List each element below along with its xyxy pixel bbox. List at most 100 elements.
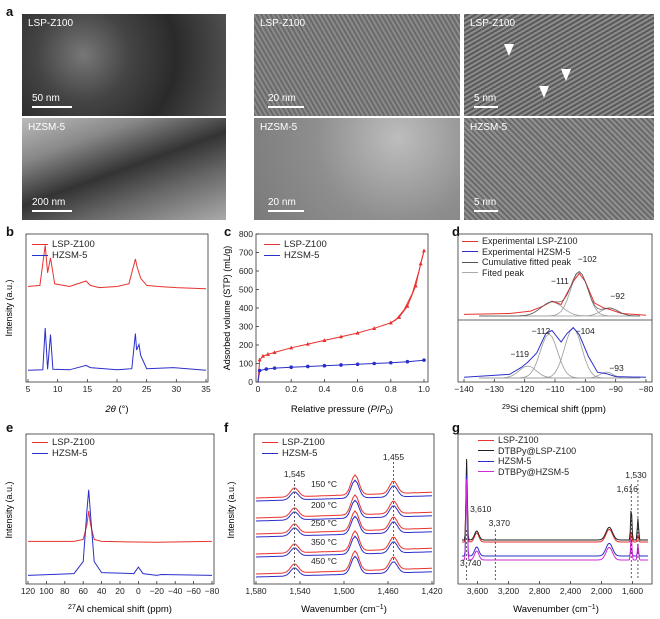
- y-tick-label: 700: [239, 248, 253, 258]
- ir-series-hzsm-5: [255, 479, 433, 502]
- x-tick-label: −20: [150, 586, 165, 596]
- y-tick-label: 200: [239, 340, 253, 350]
- data-point-marker: [322, 338, 327, 342]
- arrowhead-icon: [504, 44, 514, 56]
- x-tick-label: 120: [21, 586, 35, 596]
- legend-label: HZSM-5: [282, 448, 318, 459]
- arrowhead-icon: [539, 86, 549, 98]
- legend-item: Fited peak: [462, 268, 578, 279]
- legend-item: DTBPy@HZSM-5: [478, 467, 576, 478]
- nmr-series-hzsm-5: [463, 326, 647, 378]
- x-tick-label: 25: [142, 384, 152, 394]
- image-label: LSP-Z100: [28, 18, 74, 29]
- data-point-marker: [322, 363, 327, 368]
- legend-swatch: [264, 244, 280, 245]
- chart-e-al-nmr: 120 100 80 60 40 20 0 −20 −40 −60 −80 Intensity (a…: [4, 433, 220, 615]
- x-tick-label: −80: [205, 586, 220, 596]
- peak-annotation: −104: [576, 326, 595, 336]
- x-tick-label: 80: [60, 586, 70, 596]
- image-label: LSP-Z100: [260, 18, 306, 29]
- x-tick-label: 0: [136, 586, 141, 596]
- peak-annotation: 3,740: [460, 558, 482, 568]
- legend-label: HZSM-5: [52, 448, 88, 459]
- legend-item: DTBPy@LSP-Z100: [478, 446, 576, 457]
- legend-item: HZSM-5: [264, 250, 327, 261]
- legend-swatch: [478, 450, 494, 452]
- legend-label: LSP-Z100: [52, 239, 95, 250]
- x-tick-label: 1,540: [289, 586, 311, 596]
- ir-series-lsp-z100: [255, 474, 433, 499]
- fitted-peak: [479, 371, 640, 379]
- chart-d-legend: Experimental LSP-Z100 Experimental HZSM-…: [462, 236, 578, 278]
- scale-bar: [32, 210, 72, 212]
- temperature-label: 200 °C: [311, 500, 337, 510]
- y-axis-label: Intensity (a.u.): [4, 481, 14, 538]
- panel-label-d: d: [452, 224, 460, 239]
- scale-label: 20 nm: [268, 197, 296, 208]
- ir-series-hzsm-5: [255, 499, 433, 522]
- data-point-marker: [289, 365, 293, 369]
- data-point-marker: [389, 360, 393, 365]
- legend-swatch: [32, 244, 48, 245]
- ir-series-lsp-z100: [255, 550, 433, 575]
- y-axis-label: Intensity (a.u.): [226, 481, 236, 538]
- legend-item: LSP-Z100: [264, 239, 327, 250]
- x-tick-label: 0.4: [318, 384, 330, 394]
- data-point-marker: [422, 358, 426, 362]
- x-tick-label: 60: [78, 586, 88, 596]
- x-tick-label: 0: [256, 384, 261, 394]
- legend-label: Experimental HZSM-5: [482, 246, 571, 257]
- scale-bar: [268, 106, 304, 108]
- xrd-series-hzsm-5: [27, 327, 207, 371]
- x-tick-label: 2,800: [529, 586, 551, 596]
- x-tick-label: 30: [172, 384, 182, 394]
- x-tick-label: −90: [608, 384, 623, 394]
- y-tick-label: 500: [239, 285, 253, 295]
- legend-label: Fited peak: [482, 267, 525, 278]
- y-tick-label: 0: [248, 377, 253, 387]
- image-label: HZSM-5: [470, 122, 508, 133]
- legend-label: LSP-Z100: [284, 239, 327, 250]
- legend-item: Experimental LSP-Z100: [462, 236, 578, 247]
- ir-series-hzsm-5: [255, 555, 433, 578]
- panel-label-c: c: [224, 224, 232, 239]
- ir-series-lsp-z100: [255, 530, 433, 555]
- chart-e-legend: LSP-Z100 HZSM-5: [32, 437, 95, 459]
- legend-swatch: [462, 272, 478, 274]
- peak-annotation: −92: [610, 291, 625, 301]
- y-axis-label: Intensity (a.u.): [4, 279, 14, 336]
- chart-g-dtbpy-ir: 3,600 3,200 2,800 2,400 2,000 1,600 3,610 3,37…: [457, 433, 653, 615]
- x-axis-label: Wavenumber (cm−1): [301, 604, 387, 615]
- tem-image-lsp-20nm: LSP-Z100 20 nm: [254, 14, 460, 116]
- legend-item: LSP-Z100: [32, 239, 95, 250]
- x-tick-label: 2,000: [591, 586, 613, 596]
- legend-label: LSP-Z100: [282, 437, 325, 448]
- data-point-marker: [372, 361, 376, 366]
- chart-b-legend: LSP-Z100 HZSM-5: [32, 239, 95, 261]
- x-tick-label: 1,500: [333, 586, 355, 596]
- data-point-marker: [422, 248, 426, 253]
- x-tick-label: 100: [39, 586, 53, 596]
- legend-swatch: [478, 460, 494, 462]
- data-point-marker: [355, 362, 360, 367]
- isotherm-desorption-lsp-z100: [390, 250, 425, 324]
- temperature-label: 150 °C: [311, 479, 337, 489]
- legend-item: Experimental HZSM-5: [462, 247, 578, 258]
- arrowhead-icon: [561, 69, 571, 81]
- data-point-marker: [272, 366, 277, 370]
- data-point-marker: [339, 363, 343, 367]
- legend-item: HZSM-5: [262, 448, 325, 459]
- x-tick-label: 10: [53, 384, 63, 394]
- legend-swatch: [462, 251, 478, 253]
- ir-series-lsp-z100: [255, 494, 433, 519]
- x-tick-label: 20: [115, 586, 125, 596]
- data-point-marker: [339, 334, 343, 339]
- x-tick-label: −80: [639, 384, 654, 394]
- legend-label: HZSM-5: [284, 250, 320, 261]
- ir-series-hzsm-5: [255, 535, 433, 558]
- scale-label: 5 nm: [474, 93, 497, 104]
- peak-annotation: −111: [551, 276, 569, 286]
- data-point-marker: [306, 364, 310, 369]
- x-tick-label: 20: [112, 384, 122, 394]
- tem-image-hzsm-5nm: HZSM-5 5 nm: [464, 118, 654, 220]
